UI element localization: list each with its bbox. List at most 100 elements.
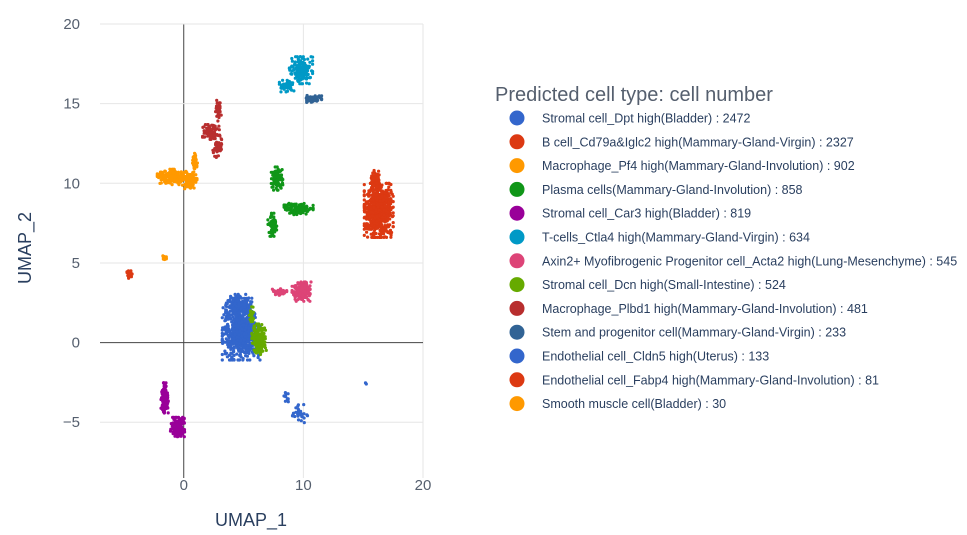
data-point [215,149,219,153]
data-point [236,338,240,342]
legend-item[interactable]: Stromal cell_Dpt high(Bladder) : 2472 [509,110,751,126]
data-point [379,235,383,239]
data-point [290,69,294,73]
data-point [362,204,366,209]
data-point [273,165,277,169]
data-point [304,73,308,77]
data-point [362,198,366,202]
data-point [221,306,225,310]
data-point [233,324,237,328]
data-point [302,57,306,62]
data-point [375,215,379,219]
series-6 [270,280,313,303]
data-point [300,208,304,212]
legend-item[interactable]: Smooth muscle cell(Bladder) : 30 [509,396,727,412]
data-point [202,131,206,135]
data-point [182,428,187,432]
data-point [176,415,181,419]
data-point [256,328,261,332]
legend-marker [509,229,525,245]
data-point [225,355,229,359]
data-point [374,172,378,176]
y-axis-title: UMAP_2 [15,212,36,284]
data-point [364,222,368,226]
data-point [292,293,296,297]
x-tick-label: 10 [295,477,312,494]
grid-layer [100,23,424,478]
data-point [304,212,308,216]
legend-item[interactable]: Axin2+ Myofibrogenic Progenitor cell_Act… [509,253,958,269]
data-point [235,335,239,339]
data-point [211,130,215,134]
series-3 [266,165,315,238]
legend-marker [509,372,525,388]
data-point [297,58,301,62]
data-point [183,430,187,434]
data-point [298,55,302,59]
data-point [232,358,236,362]
data-point [166,411,170,415]
legend-item[interactable]: Macrophage_Pf4 high(Mammary-Gland-Involu… [509,158,855,174]
data-point [387,201,391,205]
legend-item[interactable]: Macrophage_Plbd1 high(Mammary-Gland-Invo… [509,300,868,316]
legend-item[interactable]: Endothelial cell_Fabp4 high(Mammary-Glan… [509,372,880,388]
data-point [290,56,294,61]
data-point [249,300,253,304]
data-point [372,191,376,196]
data-point [258,358,262,362]
data-point [254,343,258,347]
data-point [286,392,290,396]
data-point [293,60,297,64]
legend-item[interactable]: T-cells_Ctla4 high(Mammary-Gland-Virgin)… [509,229,810,245]
data-point [218,101,222,105]
data-point [300,414,304,418]
data-point [219,147,223,151]
data-point [245,354,249,358]
data-point [270,228,274,232]
data-point [309,100,313,104]
data-point [377,208,381,212]
data-point [163,400,167,405]
data-point [255,331,259,336]
data-point [241,357,245,361]
legend-item[interactable]: Stem and progenitor cell(Mammary-Gland-V… [509,324,847,340]
data-point [177,183,181,187]
legend-item[interactable]: Stromal cell_Dcn high(Small-Intestine) :… [509,277,786,293]
data-point [307,97,311,102]
legend-item[interactable]: B cell_Cd79a&Iglc2 high(Mammary-Gland-Vi… [509,134,854,150]
data-point [369,227,373,231]
legend-item[interactable]: Plasma cells(Mammary-Gland-Involution) :… [509,181,803,197]
data-point [201,125,205,129]
data-point [230,355,234,359]
data-point [218,134,222,138]
data-point [313,98,317,102]
data-point [371,171,375,175]
data-point [308,76,312,80]
data-point [281,84,285,88]
data-point [170,175,175,179]
data-point [255,322,259,326]
data-point [179,180,183,184]
data-point [375,181,379,185]
legend-marker [509,300,525,316]
data-point [205,126,209,130]
legend-label: Endothelial cell_Fabp4 high(Mammary-Glan… [542,373,879,387]
data-point [235,330,239,334]
data-point [277,177,281,182]
data-point [371,188,375,192]
data-point [284,85,288,90]
data-point [297,410,301,414]
data-point [183,183,187,187]
data-point [246,304,250,308]
data-point [294,75,298,79]
data-point [383,224,387,228]
legend-item[interactable]: Endothelial cell_Cldn5 high(Uterus) : 13… [509,348,770,364]
legend-item[interactable]: Stromal cell_Car3 high(Bladder) : 819 [509,205,752,221]
data-point [366,212,370,216]
data-point [260,330,264,334]
data-point [298,292,302,297]
data-point [303,291,307,295]
data-point [287,79,291,83]
data-point [238,329,242,333]
data-point [162,173,166,177]
